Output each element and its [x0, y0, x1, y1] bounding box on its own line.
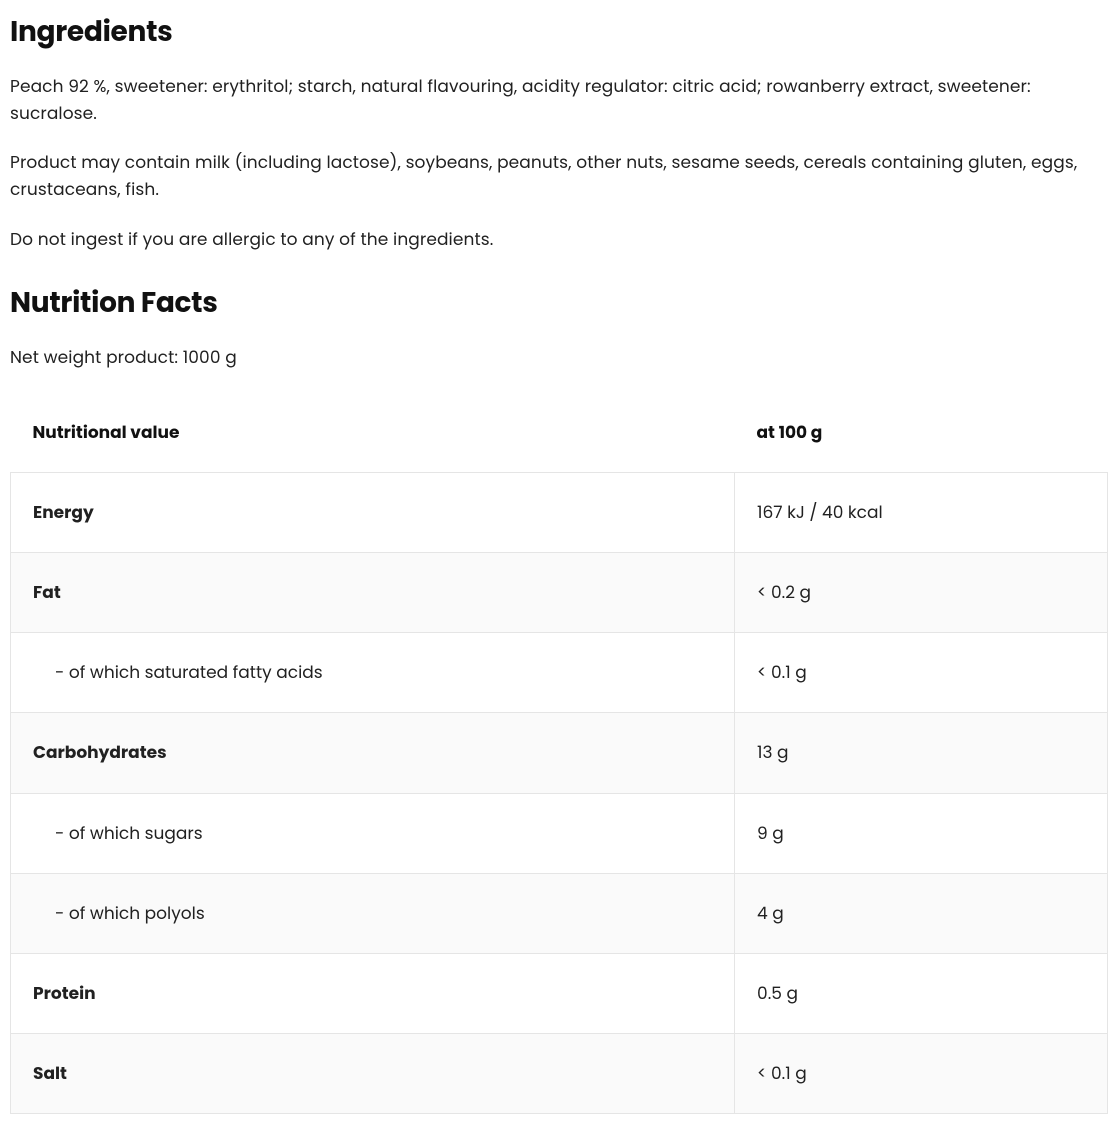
table-row: - of which polyols4 g: [11, 873, 1108, 953]
nutrition-table: Nutritional value at 100 g Energy167 kJ …: [10, 393, 1108, 1115]
ingredients-allergen-text: Product may contain milk (including lact…: [10, 149, 1108, 203]
nutrition-row-label: - of which polyols: [11, 873, 735, 953]
nutrition-row-value: < 0.2 g: [735, 553, 1108, 633]
nutrition-row-label: - of which sugars: [11, 793, 735, 873]
table-row: - of which saturated fatty acids< 0.1 g: [11, 633, 1108, 713]
nutrition-row-value: 9 g: [735, 793, 1108, 873]
nutrition-row-label: Energy: [11, 472, 735, 552]
nutrition-row-value: 13 g: [735, 713, 1108, 793]
nutrition-row-label: Protein: [11, 954, 735, 1034]
nutrition-row-label: - of which saturated fatty acids: [11, 633, 735, 713]
nutrition-row-label: Salt: [11, 1034, 735, 1114]
table-row: Energy167 kJ / 40 kcal: [11, 472, 1108, 552]
ingredients-heading: Ingredients: [10, 10, 1108, 55]
net-weight-text: Net weight product: 1000 g: [10, 344, 1108, 371]
nutrition-row-value: 167 kJ / 40 kcal: [735, 472, 1108, 552]
nutrition-table-col-value: at 100 g: [735, 393, 1108, 473]
table-row: Carbohydrates13 g: [11, 713, 1108, 793]
nutrition-row-value: 4 g: [735, 873, 1108, 953]
nutrition-row-label: Fat: [11, 553, 735, 633]
nutrition-row-value: 0.5 g: [735, 954, 1108, 1034]
nutrition-row-value: < 0.1 g: [735, 633, 1108, 713]
table-row: Salt< 0.1 g: [11, 1034, 1108, 1114]
table-row: - of which sugars9 g: [11, 793, 1108, 873]
nutrition-table-col-label: Nutritional value: [11, 393, 735, 473]
nutrition-row-label: Carbohydrates: [11, 713, 735, 793]
table-row: Fat< 0.2 g: [11, 553, 1108, 633]
ingredients-text: Peach 92 %, sweetener: erythritol; starc…: [10, 73, 1108, 127]
ingredients-warning-text: Do not ingest if you are allergic to any…: [10, 226, 1108, 253]
nutrition-table-header-row: Nutritional value at 100 g: [11, 393, 1108, 473]
nutrition-row-value: < 0.1 g: [735, 1034, 1108, 1114]
nutrition-heading: Nutrition Facts: [10, 281, 1108, 326]
table-row: Protein0.5 g: [11, 954, 1108, 1034]
